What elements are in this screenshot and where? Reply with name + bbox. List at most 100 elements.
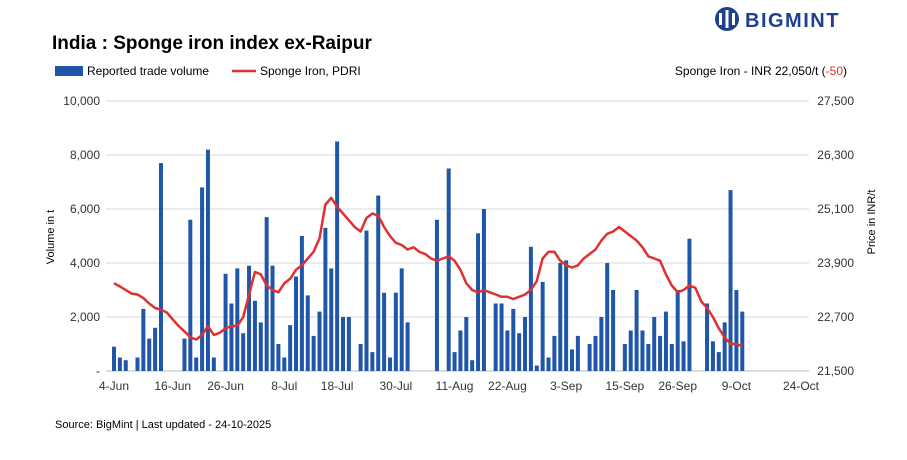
volume-bar xyxy=(305,295,310,371)
x-tick-label: 15-Sep xyxy=(605,379,644,393)
y-left-label: Volume in t xyxy=(45,210,57,264)
volume-bar xyxy=(511,308,516,371)
x-tick-label: 18-Jul xyxy=(321,379,354,393)
volume-bar xyxy=(558,263,563,371)
volume-bar xyxy=(264,217,269,371)
volume-bar xyxy=(705,303,710,371)
y-right-tick-label: 27,500 xyxy=(817,94,854,108)
volume-bar xyxy=(335,141,340,371)
volume-bar xyxy=(405,322,410,371)
bigmint-logo: BIGMINT xyxy=(715,7,840,32)
y-right-label: Price in INR/t xyxy=(866,190,878,255)
volume-bar xyxy=(564,260,569,371)
y-left-tick-label: 4,000 xyxy=(70,256,100,270)
y-left-tick-label: 6,000 xyxy=(70,202,100,216)
volume-bar xyxy=(299,236,304,371)
volume-bar xyxy=(540,281,545,371)
price-note: Sponge Iron - INR 22,050/t (-50) xyxy=(675,64,847,78)
volume-bar xyxy=(329,268,334,371)
legend-line-label: Sponge Iron, PDRI xyxy=(260,64,361,78)
volume-bar xyxy=(311,335,316,371)
y-left-tick-label: 2,000 xyxy=(70,310,100,324)
x-tick-label: 9-Oct xyxy=(722,379,752,393)
volume-bar xyxy=(464,317,469,371)
volume-bar xyxy=(716,352,721,371)
volume-bar xyxy=(205,149,210,371)
volume-bar xyxy=(476,233,481,371)
x-tick-label: 24-Oct xyxy=(783,379,820,393)
volume-bar xyxy=(182,338,187,371)
x-tick-label: 11-Aug xyxy=(436,379,474,393)
source-note: Source: BigMint | Last updated - 24-10-2… xyxy=(55,419,271,431)
volume-bar xyxy=(158,163,163,371)
volume-bar xyxy=(646,344,651,371)
y-right-tick-label: 25,100 xyxy=(817,202,854,216)
volume-bar xyxy=(382,292,387,371)
volume-bar xyxy=(434,219,439,371)
volume-bar xyxy=(123,360,128,371)
volume-bar xyxy=(587,344,592,371)
volume-bar xyxy=(669,344,674,371)
volume-bar xyxy=(288,325,293,371)
y-left-tick-label: 8,000 xyxy=(70,148,100,162)
volume-bar xyxy=(387,357,392,371)
volume-bar xyxy=(112,346,116,371)
y-right-tick-label: 21,500 xyxy=(817,364,854,378)
volume-bar xyxy=(364,230,369,371)
volume-bar xyxy=(258,322,263,371)
volume-bar xyxy=(605,263,610,371)
chart-title: India : Sponge iron index ex-Raipur xyxy=(52,33,372,54)
volume-bar xyxy=(317,311,322,371)
volume-bar xyxy=(370,352,375,371)
volume-bar xyxy=(147,338,152,371)
volume-bar xyxy=(323,227,328,371)
volume-bar xyxy=(499,303,504,371)
volume-bar xyxy=(117,357,122,371)
volume-bar xyxy=(728,190,733,371)
volume-bar xyxy=(393,292,398,371)
volume-bar xyxy=(575,335,580,371)
price-line xyxy=(113,196,743,348)
volume-bar xyxy=(505,330,510,371)
volume-bar xyxy=(399,268,404,371)
volume-bar xyxy=(523,317,528,371)
volume-bar xyxy=(546,357,551,371)
volume-bar xyxy=(622,344,627,371)
y-right-tick-label: 22,700 xyxy=(817,310,854,324)
volume-bar xyxy=(663,311,668,371)
volume-bar xyxy=(276,344,281,371)
x-tick-label: 3-Sep xyxy=(550,379,582,393)
volume-bar xyxy=(528,246,533,371)
volume-bar xyxy=(634,290,639,371)
logo-text: BIGMINT xyxy=(745,10,840,32)
volume-bar xyxy=(341,317,345,371)
volume-bar xyxy=(470,360,475,371)
y-left-tick-label: - xyxy=(96,364,100,378)
x-tick-label: 22-Aug xyxy=(488,379,527,393)
volume-bar xyxy=(740,311,745,371)
volume-bar xyxy=(640,330,645,371)
volume-bar xyxy=(710,341,715,371)
x-tick-label: 16-Jun xyxy=(154,379,191,393)
volume-bar xyxy=(376,195,381,371)
price-line-group xyxy=(113,196,743,348)
volume-bar xyxy=(247,265,252,371)
volume-bar xyxy=(552,335,557,371)
volume-bar xyxy=(734,290,739,371)
volume-bar xyxy=(675,290,680,371)
volume-bar xyxy=(270,265,275,371)
volume-bar xyxy=(611,290,616,371)
volume-bar xyxy=(722,322,727,371)
x-axis: 4-Jun 16-Jun 26-Jun 8-Jul 18-Jul 30-Jul 11-Aug… xyxy=(99,379,820,393)
x-tick-label: 30-Jul xyxy=(380,379,413,393)
volume-bar xyxy=(252,300,257,371)
volume-bar xyxy=(241,333,246,371)
volume-bar xyxy=(534,365,539,371)
volume-bar xyxy=(346,317,351,371)
volume-bar xyxy=(200,187,205,371)
y-left-ticks: - 2,000 4,000 6,000 8,000 10,000 xyxy=(63,94,100,378)
volume-bar xyxy=(188,219,193,371)
volume-bar xyxy=(452,352,457,371)
volume-bar xyxy=(652,317,657,371)
